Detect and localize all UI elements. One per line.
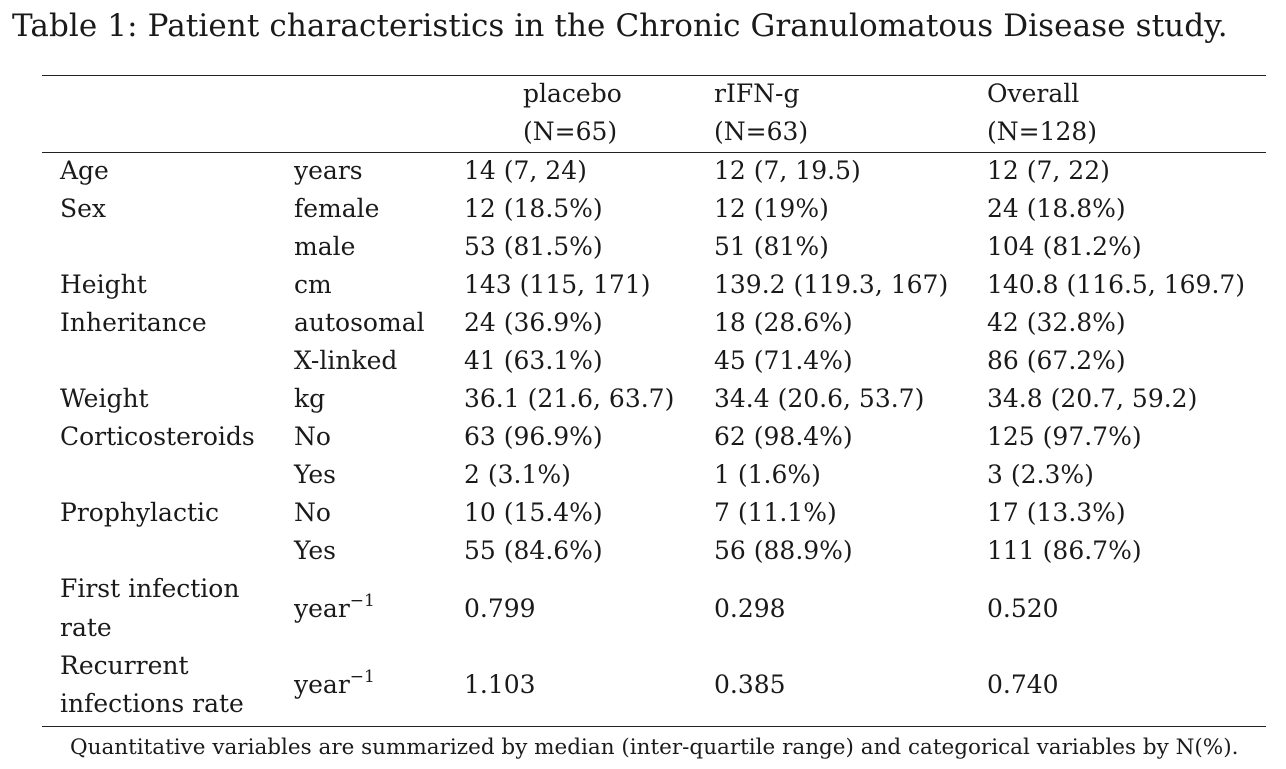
cell-placebo: 53 (81.5%) (464, 232, 603, 261)
row-variable: Corticosteroids (60, 422, 255, 451)
row-variable-line2: rate (60, 613, 112, 642)
header-rule (42, 152, 1266, 153)
cell-placebo: 10 (15.4%) (464, 498, 603, 527)
bottom-rule (42, 726, 1266, 727)
row-unit: year−1 (294, 591, 375, 624)
cell-overall: 12 (7, 22) (987, 156, 1110, 185)
cell-overall: 140.8 (116.5, 169.7) (987, 270, 1246, 299)
cell-placebo: 41 (63.1%) (464, 346, 603, 375)
col-header-placebo: placebo (523, 79, 622, 108)
cell-overall: 104 (81.2%) (987, 232, 1142, 261)
row-level: autosomal (294, 308, 425, 337)
row-variable: Inheritance (60, 308, 207, 337)
cell-rifng: 0.385 (714, 670, 786, 699)
cell-rifng: 12 (19%) (714, 194, 829, 223)
cell-rifng: 45 (71.4%) (714, 346, 853, 375)
cell-placebo: 14 (7, 24) (464, 156, 587, 185)
cell-placebo: 24 (36.9%) (464, 308, 603, 337)
cell-overall: 3 (2.3%) (987, 460, 1094, 489)
cell-rifng: 18 (28.6%) (714, 308, 853, 337)
row-level: kg (294, 384, 326, 413)
cell-overall: 42 (32.8%) (987, 308, 1126, 337)
row-level: female (294, 194, 380, 223)
cell-placebo: 143 (115, 171) (464, 270, 651, 299)
col-header-overall: Overall (987, 79, 1080, 108)
cell-overall: 24 (18.8%) (987, 194, 1126, 223)
cell-rifng: 7 (11.1%) (714, 498, 837, 527)
cell-rifng: 62 (98.4%) (714, 422, 853, 451)
cell-rifng: 56 (88.9%) (714, 536, 853, 565)
cell-placebo: 63 (96.9%) (464, 422, 603, 451)
cell-placebo: 36.1 (21.6, 63.7) (464, 384, 675, 413)
col-n-placebo: (N=65) (523, 117, 618, 146)
cell-rifng: 51 (81%) (714, 232, 829, 261)
cell-overall: 86 (67.2%) (987, 346, 1126, 375)
cell-overall: 0.520 (987, 594, 1059, 623)
cell-overall: 0.740 (987, 670, 1059, 699)
row-level: Yes (294, 460, 336, 489)
cell-rifng: 12 (7, 19.5) (714, 156, 861, 185)
cell-placebo: 1.103 (464, 670, 536, 699)
table-caption: Table 1: Patient characteristics in the … (12, 8, 1228, 44)
row-level: No (294, 422, 331, 451)
cell-rifng: 0.298 (714, 594, 786, 623)
cell-rifng: 139.2 (119.3, 167) (714, 270, 949, 299)
row-variable: Sex (60, 194, 107, 223)
cell-rifng: 34.4 (20.6, 53.7) (714, 384, 925, 413)
cell-overall: 125 (97.7%) (987, 422, 1142, 451)
col-n-overall: (N=128) (987, 117, 1098, 146)
row-variable: Weight (60, 384, 149, 413)
row-variable-line1: First infection (60, 574, 240, 603)
cell-overall: 111 (86.7%) (987, 536, 1142, 565)
cell-overall: 17 (13.3%) (987, 498, 1126, 527)
row-level: years (294, 156, 363, 185)
row-variable-line2: infections rate (60, 689, 244, 718)
cell-placebo: 55 (84.6%) (464, 536, 603, 565)
row-level: Yes (294, 536, 336, 565)
row-level: No (294, 498, 331, 527)
table-footnote: Quantitative variables are summarized by… (70, 735, 1239, 760)
cell-placebo: 2 (3.1%) (464, 460, 571, 489)
row-variable: Height (60, 270, 147, 299)
col-n-rifng: (N=63) (714, 117, 809, 146)
cell-overall: 34.8 (20.7, 59.2) (987, 384, 1198, 413)
cell-placebo: 0.799 (464, 594, 536, 623)
col-header-rifng: rIFN-g (714, 79, 800, 108)
row-variable: Prophylactic (60, 498, 219, 527)
cell-placebo: 12 (18.5%) (464, 194, 603, 223)
row-level: male (294, 232, 356, 261)
row-variable: Age (60, 156, 109, 185)
row-unit: year−1 (294, 667, 375, 700)
row-level: cm (294, 270, 332, 299)
row-level: X-linked (294, 346, 398, 375)
cell-rifng: 1 (1.6%) (714, 460, 821, 489)
row-variable-line1: Recurrent (60, 651, 189, 680)
top-rule (42, 75, 1266, 76)
